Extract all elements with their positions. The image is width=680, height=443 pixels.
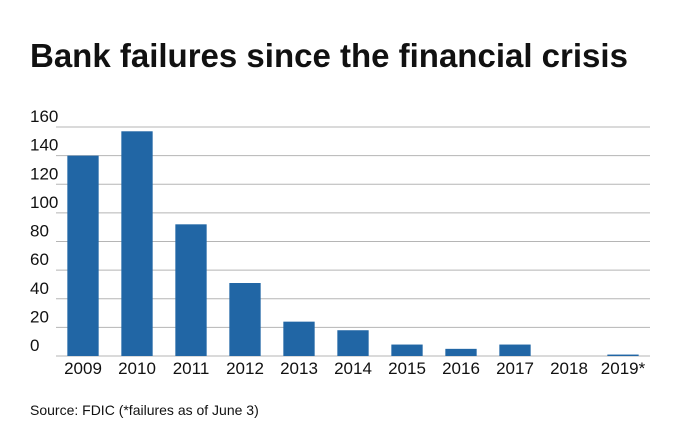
bar	[283, 321, 315, 356]
y-tick-label: 20	[30, 307, 49, 326]
bar	[121, 131, 153, 356]
y-tick-label: 0	[30, 336, 39, 355]
bar	[607, 354, 639, 356]
x-tick-label: 2016	[442, 359, 480, 378]
y-tick-label: 160	[30, 107, 58, 126]
x-tick-label: 2009	[64, 359, 102, 378]
chart-title: Bank failures since the financial crisis	[30, 37, 628, 74]
source-note: Source: FDIC (*failures as of June 3)	[30, 402, 259, 418]
x-tick-label: 2019*	[601, 359, 646, 378]
x-tick-label: 2015	[388, 359, 426, 378]
x-tick-label: 2014	[334, 359, 372, 378]
x-tick-label: 2018	[550, 359, 588, 378]
bar	[67, 155, 99, 356]
bar	[391, 344, 423, 356]
y-tick-label: 80	[30, 222, 49, 241]
bar	[229, 283, 261, 356]
x-tick-label: 2013	[280, 359, 318, 378]
y-tick-label: 60	[30, 250, 49, 269]
bar	[445, 348, 477, 356]
x-tick-label: 2017	[496, 359, 534, 378]
x-tick-label: 2010	[118, 359, 156, 378]
y-tick-label: 140	[30, 136, 58, 155]
x-tick-label: 2012	[226, 359, 264, 378]
y-tick-label: 120	[30, 164, 58, 183]
bar	[499, 344, 531, 356]
bar	[337, 330, 369, 356]
x-tick-label: 2011	[173, 359, 210, 378]
y-tick-label: 40	[30, 279, 49, 298]
y-tick-label: 100	[30, 193, 58, 212]
bar	[175, 224, 207, 356]
